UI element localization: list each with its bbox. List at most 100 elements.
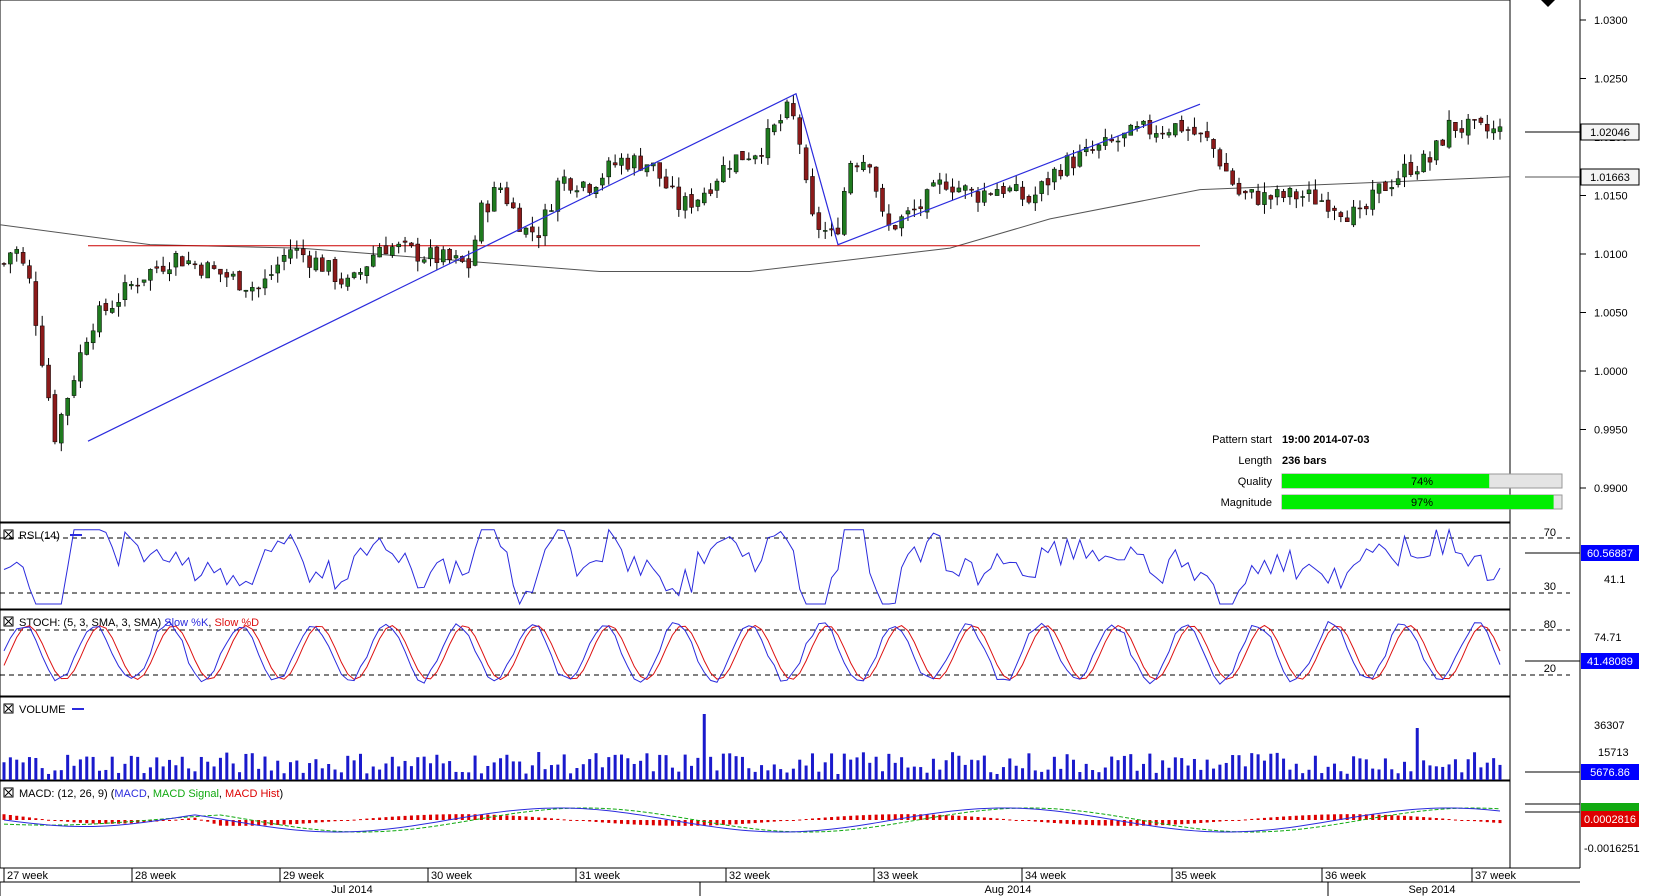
macd-hist-bar xyxy=(1199,820,1203,823)
macd-hist-bar xyxy=(613,820,617,824)
macd-hist-bar xyxy=(670,820,674,826)
macd-hist-bar xyxy=(142,820,146,823)
macd-hist-label: MACD Hist xyxy=(225,788,279,800)
candle-body xyxy=(1064,155,1070,176)
volume-bar xyxy=(238,772,242,780)
candle-body xyxy=(402,240,408,243)
macd-hist-bar xyxy=(1326,814,1330,820)
macd-hist-bar xyxy=(1021,820,1025,821)
candle-body xyxy=(351,272,357,278)
week-label: 32 week xyxy=(729,870,770,882)
volume-bar xyxy=(1103,767,1107,780)
macd-hist-bar xyxy=(473,814,477,820)
macd-hist-bar xyxy=(747,820,751,824)
candle-body xyxy=(899,216,904,229)
candle-body xyxy=(441,249,446,263)
macd-hist-bar xyxy=(511,815,515,820)
macd-hist-bar xyxy=(1250,818,1254,820)
volume-bar xyxy=(951,752,955,780)
volume-bar xyxy=(1294,763,1298,780)
candle-body xyxy=(517,207,522,232)
candle-body xyxy=(1262,192,1267,205)
volume-bar xyxy=(772,764,776,780)
macd-hist-bar xyxy=(1301,815,1305,820)
volume-bar xyxy=(613,754,617,780)
volume-close-icon[interactable] xyxy=(3,703,14,714)
volume-bar xyxy=(1186,765,1190,780)
volume-bar xyxy=(874,756,878,780)
volume-bar xyxy=(448,761,452,780)
macd-hist-bar xyxy=(530,816,534,820)
candle-body xyxy=(670,185,675,188)
volume-bar xyxy=(919,767,923,780)
candle-body xyxy=(1255,190,1261,205)
volume-bar xyxy=(1173,757,1177,780)
volume-bar xyxy=(861,752,865,780)
macd-hist-bar xyxy=(454,814,458,820)
candle-body xyxy=(1090,149,1095,151)
candle-body xyxy=(294,248,300,251)
volume-bar xyxy=(810,753,814,780)
candle-body xyxy=(536,235,541,238)
macd-close-icon[interactable] xyxy=(3,787,14,798)
macd-hist-bar xyxy=(1460,820,1464,821)
stoch-close-icon[interactable] xyxy=(3,616,14,627)
candle-body xyxy=(339,278,344,285)
macd-hist-bar xyxy=(85,820,89,824)
volume-bar xyxy=(168,759,172,780)
candle-body xyxy=(695,199,701,207)
candle-body xyxy=(78,352,83,382)
macd-hist-bar xyxy=(823,817,827,820)
candle-body xyxy=(256,287,261,290)
volume-bar xyxy=(1135,770,1139,780)
macd-hist-bar xyxy=(1110,820,1114,826)
candle-body xyxy=(1141,120,1146,125)
volume-bar xyxy=(607,757,611,780)
candle-body xyxy=(631,155,637,169)
volume-bar xyxy=(91,756,95,780)
candle-body xyxy=(358,272,363,275)
volume-bar xyxy=(791,768,795,780)
volume-bar xyxy=(1224,762,1228,780)
price-tick-label: 0.9900 xyxy=(1594,483,1628,495)
volume-bar xyxy=(842,753,846,780)
volume-bar xyxy=(390,756,394,780)
candle-body xyxy=(721,165,726,183)
quality-value: 74% xyxy=(1411,476,1433,488)
rsi-current-value: 60.56887 xyxy=(1587,548,1633,560)
macd-hist-bar xyxy=(1084,820,1088,825)
macd-hist-bar xyxy=(390,816,394,820)
volume-bar xyxy=(740,756,744,780)
macd-paren-open: ( xyxy=(111,788,115,800)
volume-bar xyxy=(212,766,216,780)
macd-hist-bar xyxy=(753,820,757,824)
week-label: 36 week xyxy=(1325,870,1366,882)
volume-bar xyxy=(441,763,445,780)
macd-hist-bar xyxy=(938,814,942,820)
volume-bar xyxy=(288,762,292,780)
candle-body xyxy=(835,227,841,235)
macd-hist-bar xyxy=(893,814,897,820)
rsi-mid-value: 41.1 xyxy=(1604,574,1625,586)
candle-body xyxy=(523,227,529,235)
macd-hist-bar xyxy=(1294,815,1298,820)
volume-bar xyxy=(1243,766,1247,780)
volume-bar xyxy=(600,767,604,780)
volume-bar xyxy=(1313,755,1317,780)
macd-panel: MACD: (12, 26, 9) (MACD, MACD Signal, MA… xyxy=(2,787,1640,855)
quality-label: Quality xyxy=(1238,476,1273,488)
volume-bar xyxy=(906,767,910,780)
macd-hist-bar xyxy=(1288,816,1292,820)
rsi-close-icon[interactable] xyxy=(3,529,14,540)
week-label: 35 week xyxy=(1175,870,1216,882)
candle-body xyxy=(383,245,389,255)
candle-body xyxy=(59,414,64,444)
volume-bar xyxy=(378,769,382,780)
week-label: 29 week xyxy=(283,870,324,882)
volume-bar xyxy=(1473,752,1477,780)
candle-body xyxy=(116,302,121,307)
volume-bar xyxy=(218,757,222,780)
candle-body xyxy=(1153,133,1159,138)
scroll-marker-icon[interactable] xyxy=(1541,0,1555,7)
macd-hist-bar xyxy=(218,820,222,826)
